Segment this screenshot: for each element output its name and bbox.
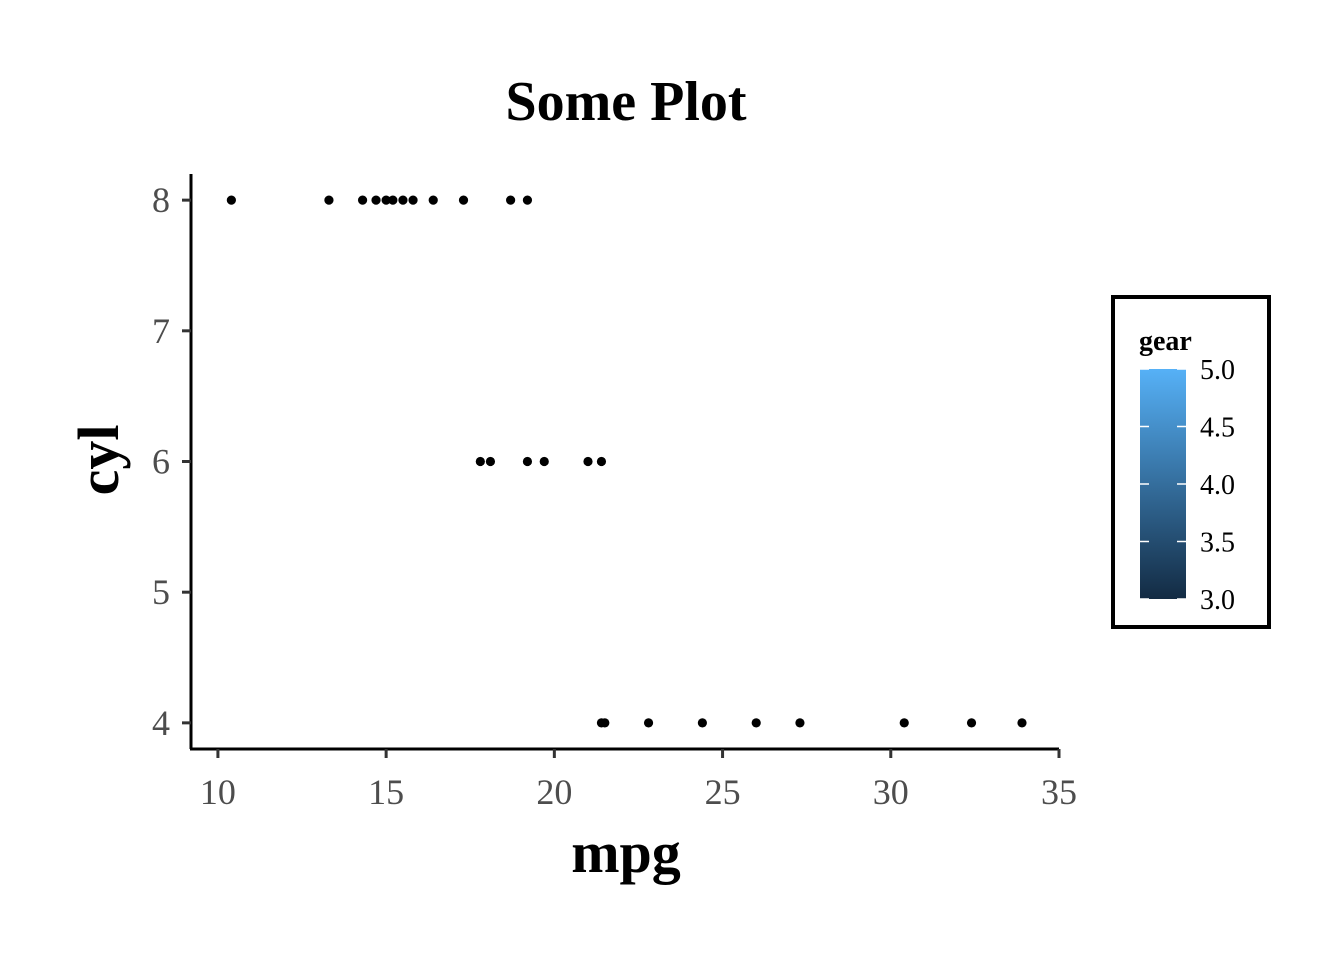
data-point [324, 195, 334, 205]
data-point [643, 718, 654, 728]
data-point [357, 195, 368, 205]
legend-label: 3.0 [1200, 585, 1235, 616]
y-tick-label: 7 [152, 311, 170, 351]
data-point [458, 195, 469, 205]
data-point [381, 195, 391, 205]
data-point [388, 195, 398, 205]
data-point [522, 456, 533, 467]
data-point [475, 456, 485, 467]
y-tick-label: 4 [152, 703, 170, 743]
data-point [408, 195, 418, 205]
legend-label: 5.0 [1200, 355, 1235, 386]
legend-label: 4.5 [1200, 413, 1235, 444]
data-point [428, 195, 438, 205]
data-points [226, 195, 1027, 728]
data-point [751, 718, 761, 728]
data-point [1017, 718, 1027, 728]
x-tick-label: 20 [536, 772, 572, 812]
y-tick-label: 6 [152, 442, 170, 482]
chart-title: Some Plot [505, 71, 746, 133]
data-point [522, 195, 533, 205]
y-tick-label: 5 [152, 572, 170, 612]
legend: gear 5.0 4.5 4.0 3.5 3.0 [1111, 295, 1271, 629]
data-point [485, 456, 496, 467]
y-tick-label: 8 [152, 180, 170, 220]
data-point [539, 456, 549, 467]
y-axis-title: cyl [66, 425, 131, 496]
data-point [596, 456, 607, 467]
x-axis-title: mpg [571, 820, 681, 885]
data-point [600, 718, 610, 728]
legend-label: 3.5 [1200, 528, 1235, 559]
data-point [899, 718, 909, 728]
data-point [371, 195, 381, 205]
legend-box [1111, 295, 1271, 629]
data-point [398, 195, 408, 205]
legend-ticks: 5.0 4.5 4.0 3.5 3.0 [1140, 355, 1235, 616]
y-axis-ticks: 4 5 6 7 8 [152, 180, 191, 743]
x-tick-label: 30 [873, 772, 909, 812]
legend-title: gear [1139, 326, 1192, 357]
data-point [226, 195, 236, 205]
x-tick-label: 25 [705, 772, 741, 812]
data-point [795, 718, 805, 728]
data-point [583, 456, 593, 467]
data-point [697, 718, 707, 728]
legend-label: 4.0 [1200, 470, 1235, 501]
data-point [966, 718, 977, 728]
plot-area: 10 15 20 25 30 35 4 5 6 7 8 [152, 174, 1077, 812]
x-axis-ticks: 10 15 20 25 30 35 [200, 749, 1077, 812]
x-tick-label: 15 [368, 772, 404, 812]
x-tick-label: 35 [1041, 772, 1077, 812]
x-tick-label: 10 [200, 772, 236, 812]
data-point [506, 195, 516, 205]
